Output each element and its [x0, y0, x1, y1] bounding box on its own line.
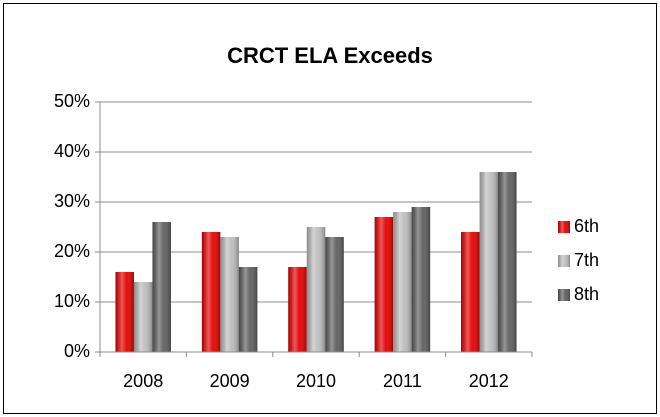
- bar-shine: [115, 272, 134, 352]
- bar-shine: [411, 207, 431, 352]
- legend-swatch-shine: [558, 255, 570, 267]
- bar-shine: [306, 227, 326, 352]
- bar-shine: [325, 237, 344, 352]
- bar-shine: [133, 282, 153, 352]
- bar-shine: [498, 172, 517, 352]
- bar-shine: [479, 172, 499, 352]
- y-tick-label: 30%: [54, 191, 90, 211]
- y-tick-label: 0%: [64, 341, 90, 361]
- legend-label: 6th: [574, 216, 599, 236]
- legend-label: 7th: [574, 250, 599, 270]
- y-tick-label: 50%: [54, 91, 90, 111]
- legend-swatch-shine: [558, 221, 570, 233]
- x-tick-label: 2012: [469, 371, 509, 391]
- x-tick-label: 2008: [123, 371, 163, 391]
- bar-shine: [220, 237, 239, 352]
- y-tick-label: 40%: [54, 141, 90, 161]
- bar-shine: [461, 232, 480, 352]
- bar-shine: [374, 217, 394, 352]
- bar-shine: [238, 267, 258, 352]
- bar-shine: [288, 267, 307, 352]
- bar-shine: [201, 232, 221, 352]
- x-tick-label: 2009: [210, 371, 250, 391]
- bar-shine: [393, 212, 412, 352]
- y-tick-label: 10%: [54, 291, 90, 311]
- y-tick-label: 20%: [54, 241, 90, 261]
- x-tick-label: 2010: [296, 371, 336, 391]
- bar-shine: [152, 222, 171, 352]
- x-tick-label: 2011: [383, 371, 422, 391]
- chart-title: CRCT ELA Exceeds: [227, 43, 433, 68]
- legend-label: 8th: [574, 284, 599, 304]
- legend-swatch-shine: [558, 289, 570, 301]
